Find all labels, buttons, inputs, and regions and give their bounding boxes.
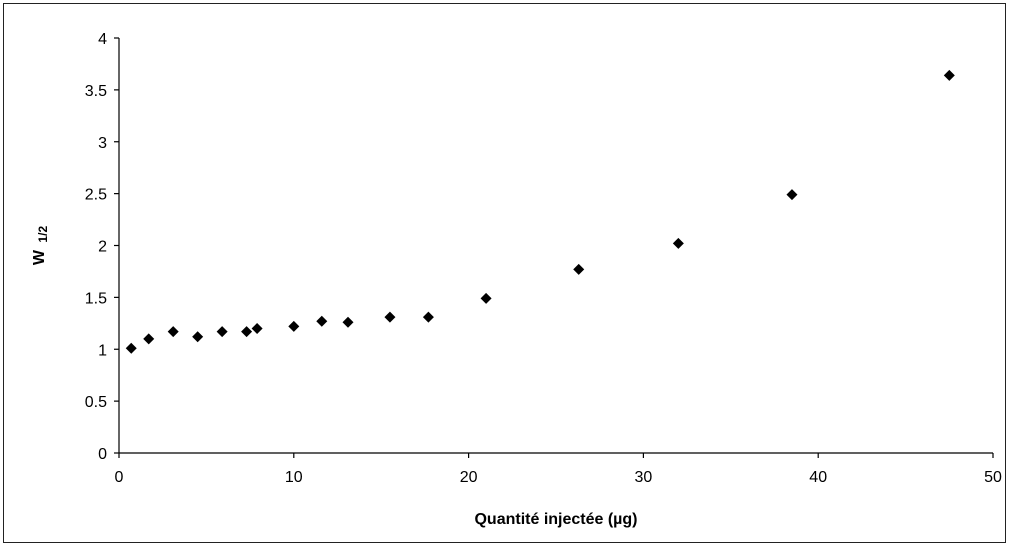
- data-point-diamond: [573, 263, 585, 275]
- data-point-diamond: [316, 315, 328, 327]
- y-tick-label: 0: [98, 446, 107, 463]
- data-point-diamond: [672, 237, 684, 249]
- x-tick-label: 40: [809, 469, 827, 486]
- data-point-diamond: [384, 311, 396, 323]
- data-point-diamond: [241, 326, 253, 338]
- axes: [118, 38, 993, 454]
- y-tick-label: 1.5: [85, 290, 107, 307]
- y-tick-label: 2.5: [85, 187, 107, 204]
- y-axis-title-main: W: [31, 249, 48, 265]
- y-tick-label: 0.5: [85, 394, 107, 411]
- y-axis-title: W 1/2: [31, 226, 50, 266]
- x-tick-label: 20: [460, 469, 478, 486]
- x-axis-ticks: 0 10 20 30 40 50: [115, 453, 1002, 486]
- data-point-diamond: [216, 326, 228, 338]
- data-point-diamond: [251, 323, 263, 334]
- data-point-diamond: [288, 320, 300, 332]
- data-point-diamond: [192, 331, 204, 343]
- x-axis-title: Quantité injectée (µg): [474, 511, 637, 528]
- data-point-diamond: [167, 326, 179, 338]
- data-point-diamond: [943, 69, 955, 81]
- y-tick-label: 1: [98, 342, 107, 359]
- y-axis-ticks: 0 0.5 1 1.5 2 2.5 3 3.5 4: [85, 31, 119, 463]
- data-point-diamond: [125, 342, 137, 354]
- data-point-diamond: [480, 292, 492, 304]
- x-tick-label: 50: [984, 469, 1002, 486]
- data-point-diamond: [422, 311, 434, 323]
- data-point-diamond: [342, 316, 354, 328]
- data-point-diamond: [786, 189, 798, 201]
- x-tick-label: 0: [115, 469, 124, 486]
- data-points: [125, 69, 955, 354]
- y-tick-label: 4: [98, 31, 107, 48]
- data-point-diamond: [143, 333, 155, 345]
- y-axis-title-subscript: 1/2: [36, 226, 50, 243]
- y-tick-label: 2: [98, 239, 107, 256]
- y-tick-label: 3: [98, 135, 107, 152]
- x-tick-label: 30: [635, 469, 653, 486]
- x-tick-label: 10: [285, 469, 303, 486]
- y-tick-label: 3.5: [85, 83, 107, 100]
